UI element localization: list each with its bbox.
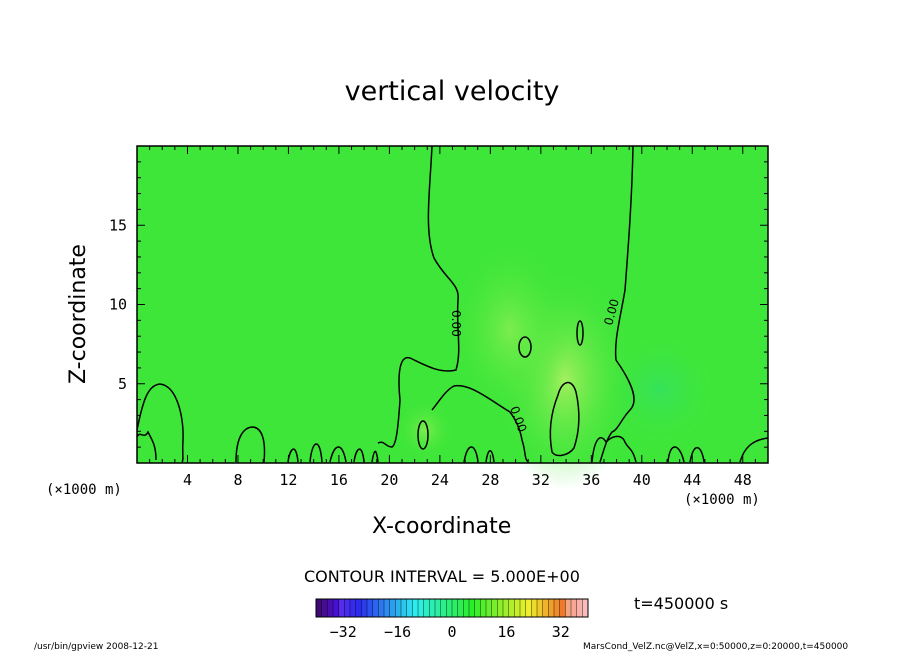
colorbar-swatch xyxy=(316,599,323,617)
contour-small-1 xyxy=(518,336,532,358)
colorbar-swatch xyxy=(333,599,340,617)
contour-mid-curve xyxy=(431,384,529,463)
x-tick-label: 12 xyxy=(279,471,297,489)
colorbar-tick-labels: −32 −16 0 16 32 xyxy=(330,623,570,641)
contour-right-curve xyxy=(599,145,635,463)
colorbar-swatch xyxy=(361,599,368,617)
x-unit-label: (×1000 m) xyxy=(46,482,122,498)
x-tick-label: 28 xyxy=(481,471,499,489)
colorbar-swatch xyxy=(571,599,578,617)
contour-small-3 xyxy=(417,420,429,450)
x-axis-label: X-coordinate xyxy=(372,514,512,539)
x-tick-label: 4 xyxy=(183,471,192,489)
colorbar-swatch xyxy=(440,599,447,617)
colorbar-swatch xyxy=(423,599,430,617)
x-tick-label: 20 xyxy=(380,471,398,489)
colorbar-swatch xyxy=(582,599,589,617)
colorbar-tick-label: −16 xyxy=(384,623,411,641)
x-tick-label: 16 xyxy=(330,471,348,489)
colorbar-swatch xyxy=(531,599,538,617)
colorbar-swatch xyxy=(559,599,566,617)
contour-left-bump xyxy=(136,383,184,463)
colorbar-frame xyxy=(315,598,589,618)
x-tick-label: 36 xyxy=(582,471,600,489)
x-tick-label: 32 xyxy=(532,471,550,489)
colorbar-swatch xyxy=(520,599,527,617)
colorbar-swatch xyxy=(514,599,521,617)
colorbar-swatch xyxy=(576,599,583,617)
colorbar-swatch xyxy=(372,599,379,617)
x-tick-label: 48 xyxy=(734,471,752,489)
colorbar-swatch xyxy=(463,599,470,617)
colorbar-swatch xyxy=(435,599,442,617)
colorbar-swatch xyxy=(446,599,453,617)
contour-updraft-core xyxy=(549,381,580,457)
colorbar-swatch xyxy=(486,599,493,617)
contour-interval: CONTOUR INTERVAL = 5.000E+00 xyxy=(304,567,580,586)
x-tick-label: 8 xyxy=(233,471,242,489)
colorbar-swatch xyxy=(503,599,510,617)
zero-contours xyxy=(136,145,769,463)
colorbar-swatch xyxy=(537,599,544,617)
contour-label: 0.00 xyxy=(601,297,621,326)
axis-ticks xyxy=(137,146,768,463)
colorbar-swatch xyxy=(548,599,555,617)
chart-title: vertical velocity xyxy=(344,76,560,107)
colorbar-swatch xyxy=(327,599,334,617)
colorbar-swatch xyxy=(491,599,498,617)
colorbar-swatch xyxy=(474,599,481,617)
colorbar-tick-label: 16 xyxy=(497,623,515,641)
colorbar-swatch xyxy=(457,599,464,617)
y-tick-label: 10 xyxy=(109,296,127,314)
colorbar-tick-label: −32 xyxy=(330,623,357,641)
y-axis-label: Z-coordinate xyxy=(66,244,91,384)
colorbar-swatch xyxy=(395,599,402,617)
colorbar-swatch xyxy=(452,599,459,617)
contour-surface-ripples xyxy=(235,426,769,463)
colorbar xyxy=(315,598,589,618)
colorbar-swatch xyxy=(378,599,385,617)
colorbar-swatch xyxy=(384,599,391,617)
contour-left-curve xyxy=(377,145,460,448)
colorbar-swatch xyxy=(554,599,561,617)
colorbar-swatch xyxy=(418,599,425,617)
x-tick-label: 24 xyxy=(431,471,449,489)
footer-right: MarsCond_VelZ.nc@VelZ,x=0:50000,z=0:2000… xyxy=(583,642,849,652)
colorbar-swatch xyxy=(525,599,532,617)
updraft-shading-3 xyxy=(397,400,453,460)
y-tick-label: 5 xyxy=(118,375,127,393)
x-unit-label-right: (×1000 m) xyxy=(684,492,760,508)
colorbar-swatch xyxy=(355,599,362,617)
colorbar-swatch xyxy=(367,599,374,617)
colorbar-swatch xyxy=(480,599,487,617)
colorbar-swatch xyxy=(350,599,357,617)
footer-left: /usr/bin/gpview 2008-12-21 xyxy=(34,642,159,652)
downdraft-shading xyxy=(600,330,720,450)
time-label: t=450000 s xyxy=(634,594,729,613)
colorbar-swatch xyxy=(429,599,436,617)
colorbar-swatch xyxy=(497,599,504,617)
colorbar-swatch xyxy=(321,599,328,617)
colorbar-swatch xyxy=(565,599,572,617)
colorbar-swatch xyxy=(469,599,476,617)
colorbar-swatch xyxy=(389,599,396,617)
y-tick-label: 15 xyxy=(109,216,127,234)
colorbar-swatch xyxy=(412,599,419,617)
colorbar-swatch xyxy=(542,599,549,617)
contour-left-wave xyxy=(136,430,157,461)
x-tick-label: 44 xyxy=(683,471,701,489)
colorbar-swatch xyxy=(344,599,351,617)
colorbar-swatch xyxy=(401,599,408,617)
colorbar-tick-label: 0 xyxy=(447,623,456,641)
contour-small-2 xyxy=(576,320,584,346)
colorbar-swatch xyxy=(406,599,413,617)
updraft-shading-2 xyxy=(450,240,570,420)
colorbar-swatch xyxy=(338,599,345,617)
colorbar-swatch xyxy=(508,599,515,617)
colorbar-tick-label: 32 xyxy=(552,623,570,641)
contour-label: 0.00 xyxy=(449,310,463,337)
x-tick-label: 40 xyxy=(633,471,651,489)
